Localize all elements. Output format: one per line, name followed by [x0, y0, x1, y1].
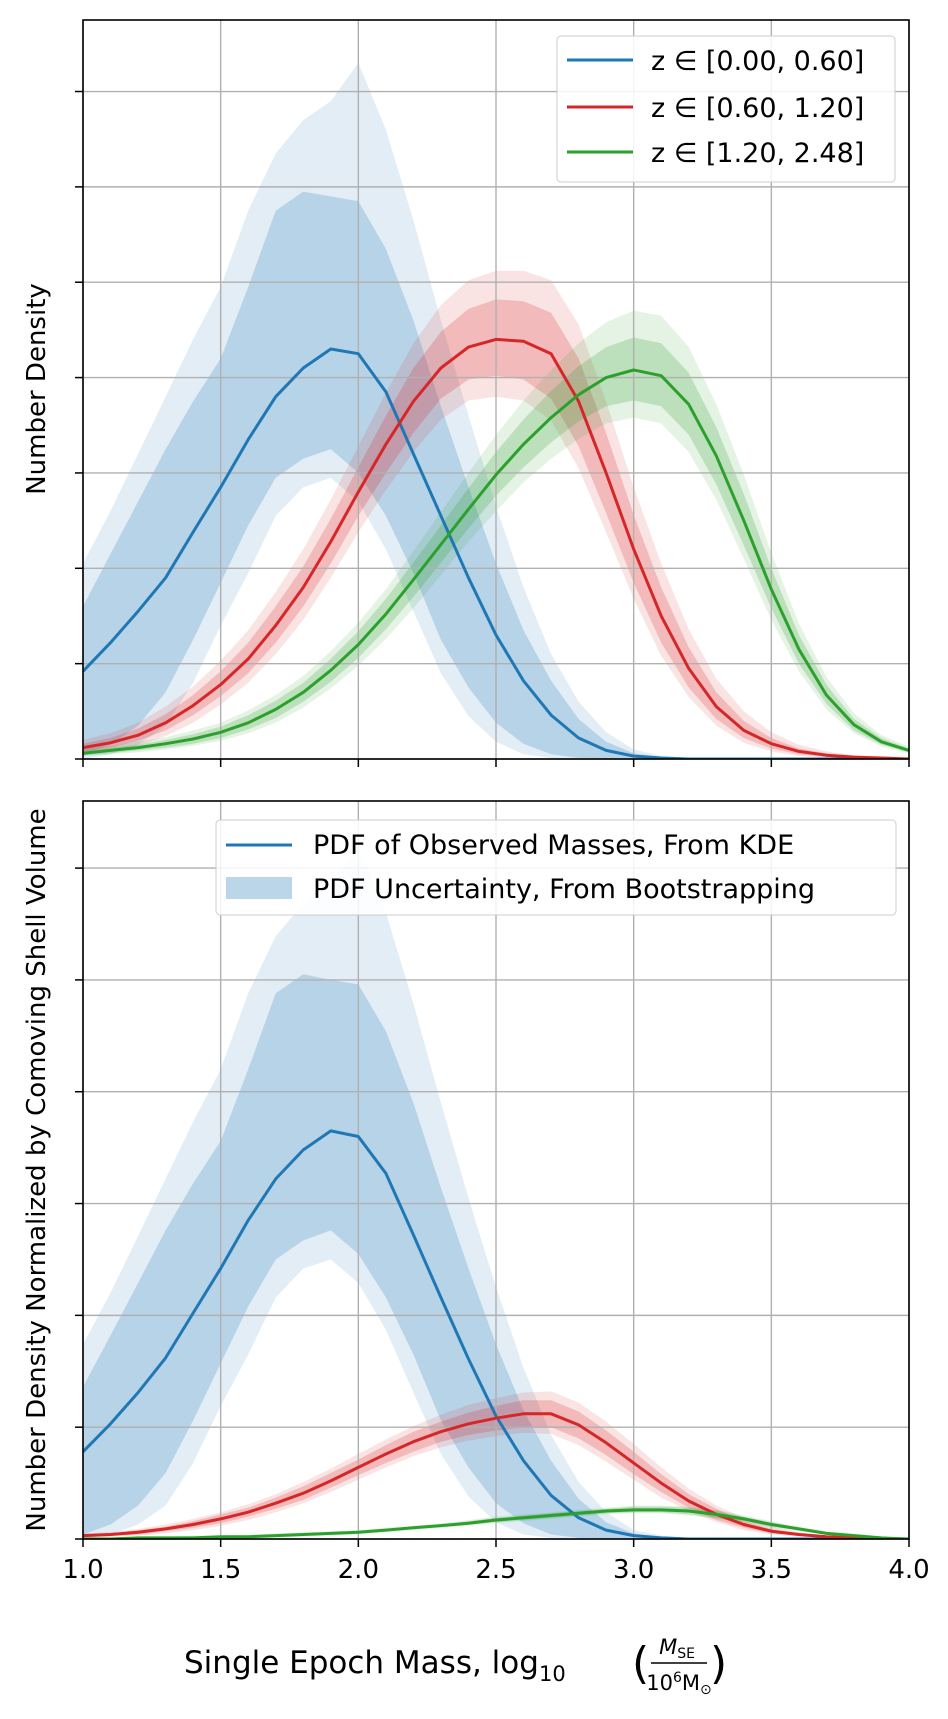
top-band-outer-green — [83, 310, 909, 757]
top-legend-box — [556, 35, 896, 183]
x-tick-label: 3.5 — [751, 1555, 792, 1585]
bot-band-outer-red — [83, 1391, 909, 1539]
x-axis-label: Single Epoch Mass, log10 ( MSE 106M⊙ ) — [184, 1635, 727, 1698]
top-panel: z ∈ [0.00, 0.60] z ∈ [0.60, 1.20] z ∈ [1… — [75, 19, 910, 767]
top-y-axis-label: Number Density — [22, 283, 52, 495]
x-axis-den-sun: ⊙ — [700, 1682, 712, 1698]
top-series-line-blue — [83, 347, 909, 759]
bot-series-line-red — [83, 1412, 909, 1539]
bot-band-inner-red — [83, 1400, 909, 1539]
bot-series-line-blue — [83, 1129, 909, 1539]
top-ticks — [75, 90, 910, 767]
top-band-inner-green — [83, 337, 909, 756]
x-axis-label-prefix: Single Epoch Mass, log10 — [184, 1645, 566, 1686]
x-axis-den-10: 10 — [646, 1671, 673, 1695]
x-axis-numerator-m: M — [659, 1635, 677, 1659]
legend-kde-label: PDF of Observed Masses, From KDE — [313, 830, 794, 861]
x-tick-label: 3.0 — [613, 1555, 654, 1585]
x-axis-den-sup: 6 — [673, 1670, 682, 1686]
bottom-y-axis-label: Number Density Normalized by Comoving Sh… — [22, 808, 52, 1531]
x-tick-label: 2.0 — [338, 1555, 379, 1585]
x-axis-numerator-sub: SE — [677, 1646, 695, 1662]
bottom-legend-box — [215, 819, 897, 916]
x-axis-denominator: 106M⊙ — [646, 1670, 712, 1698]
legend-label-red: z ∈ [0.60, 1.20] — [651, 93, 864, 124]
top-band-inner-blue — [83, 191, 909, 759]
bottom-ticks: 1.0 1.5 2.0 2.5 3.0 3.5 4.0 — [62, 867, 930, 1585]
x-tick-label: 2.5 — [475, 1555, 516, 1585]
legend-bootstrap-label: PDF Uncertainty, From Bootstrapping — [313, 874, 815, 905]
x-axis-label-text: Single Epoch Mass, log — [184, 1645, 539, 1681]
legend-label-blue: z ∈ [0.00, 0.60] — [651, 46, 864, 77]
top-legend: z ∈ [0.00, 0.60] z ∈ [0.60, 1.20] z ∈ [1… — [556, 35, 896, 183]
x-axis-numerator: MSE — [659, 1635, 695, 1662]
legend-label-green: z ∈ [1.20, 2.48] — [651, 138, 864, 169]
x-tick-label: 1.0 — [62, 1555, 103, 1585]
bot-band-inner-blue — [83, 974, 909, 1539]
bot-series-line-green — [83, 1508, 909, 1539]
bot-band-inner-green — [83, 1506, 909, 1539]
x-axis-right-paren: ) — [710, 1638, 727, 1689]
top-series-line-green — [83, 368, 909, 755]
x-tick-label: 4.0 — [888, 1555, 929, 1585]
x-axis-label-log-base: 10 — [539, 1662, 566, 1686]
x-axis-den-unit: M — [682, 1671, 700, 1695]
bottom-panel: 1.0 1.5 2.0 2.5 3.0 3.5 4.0 PDF of Observed Ma… — [62, 800, 930, 1585]
x-axis-left-paren: ( — [632, 1638, 649, 1689]
bot-band-outer-blue — [83, 846, 909, 1539]
bottom-legend: PDF of Observed Masses, From KDE PDF Unc… — [215, 819, 897, 916]
legend-bootstrap-swatch — [226, 877, 292, 899]
top-series-line-red — [83, 337, 909, 759]
top-pdf-lines — [83, 337, 909, 759]
top-band-outer-blue — [83, 62, 909, 759]
bottom-pdf-lines — [83, 1129, 909, 1539]
x-tick-label: 1.5 — [200, 1555, 241, 1585]
